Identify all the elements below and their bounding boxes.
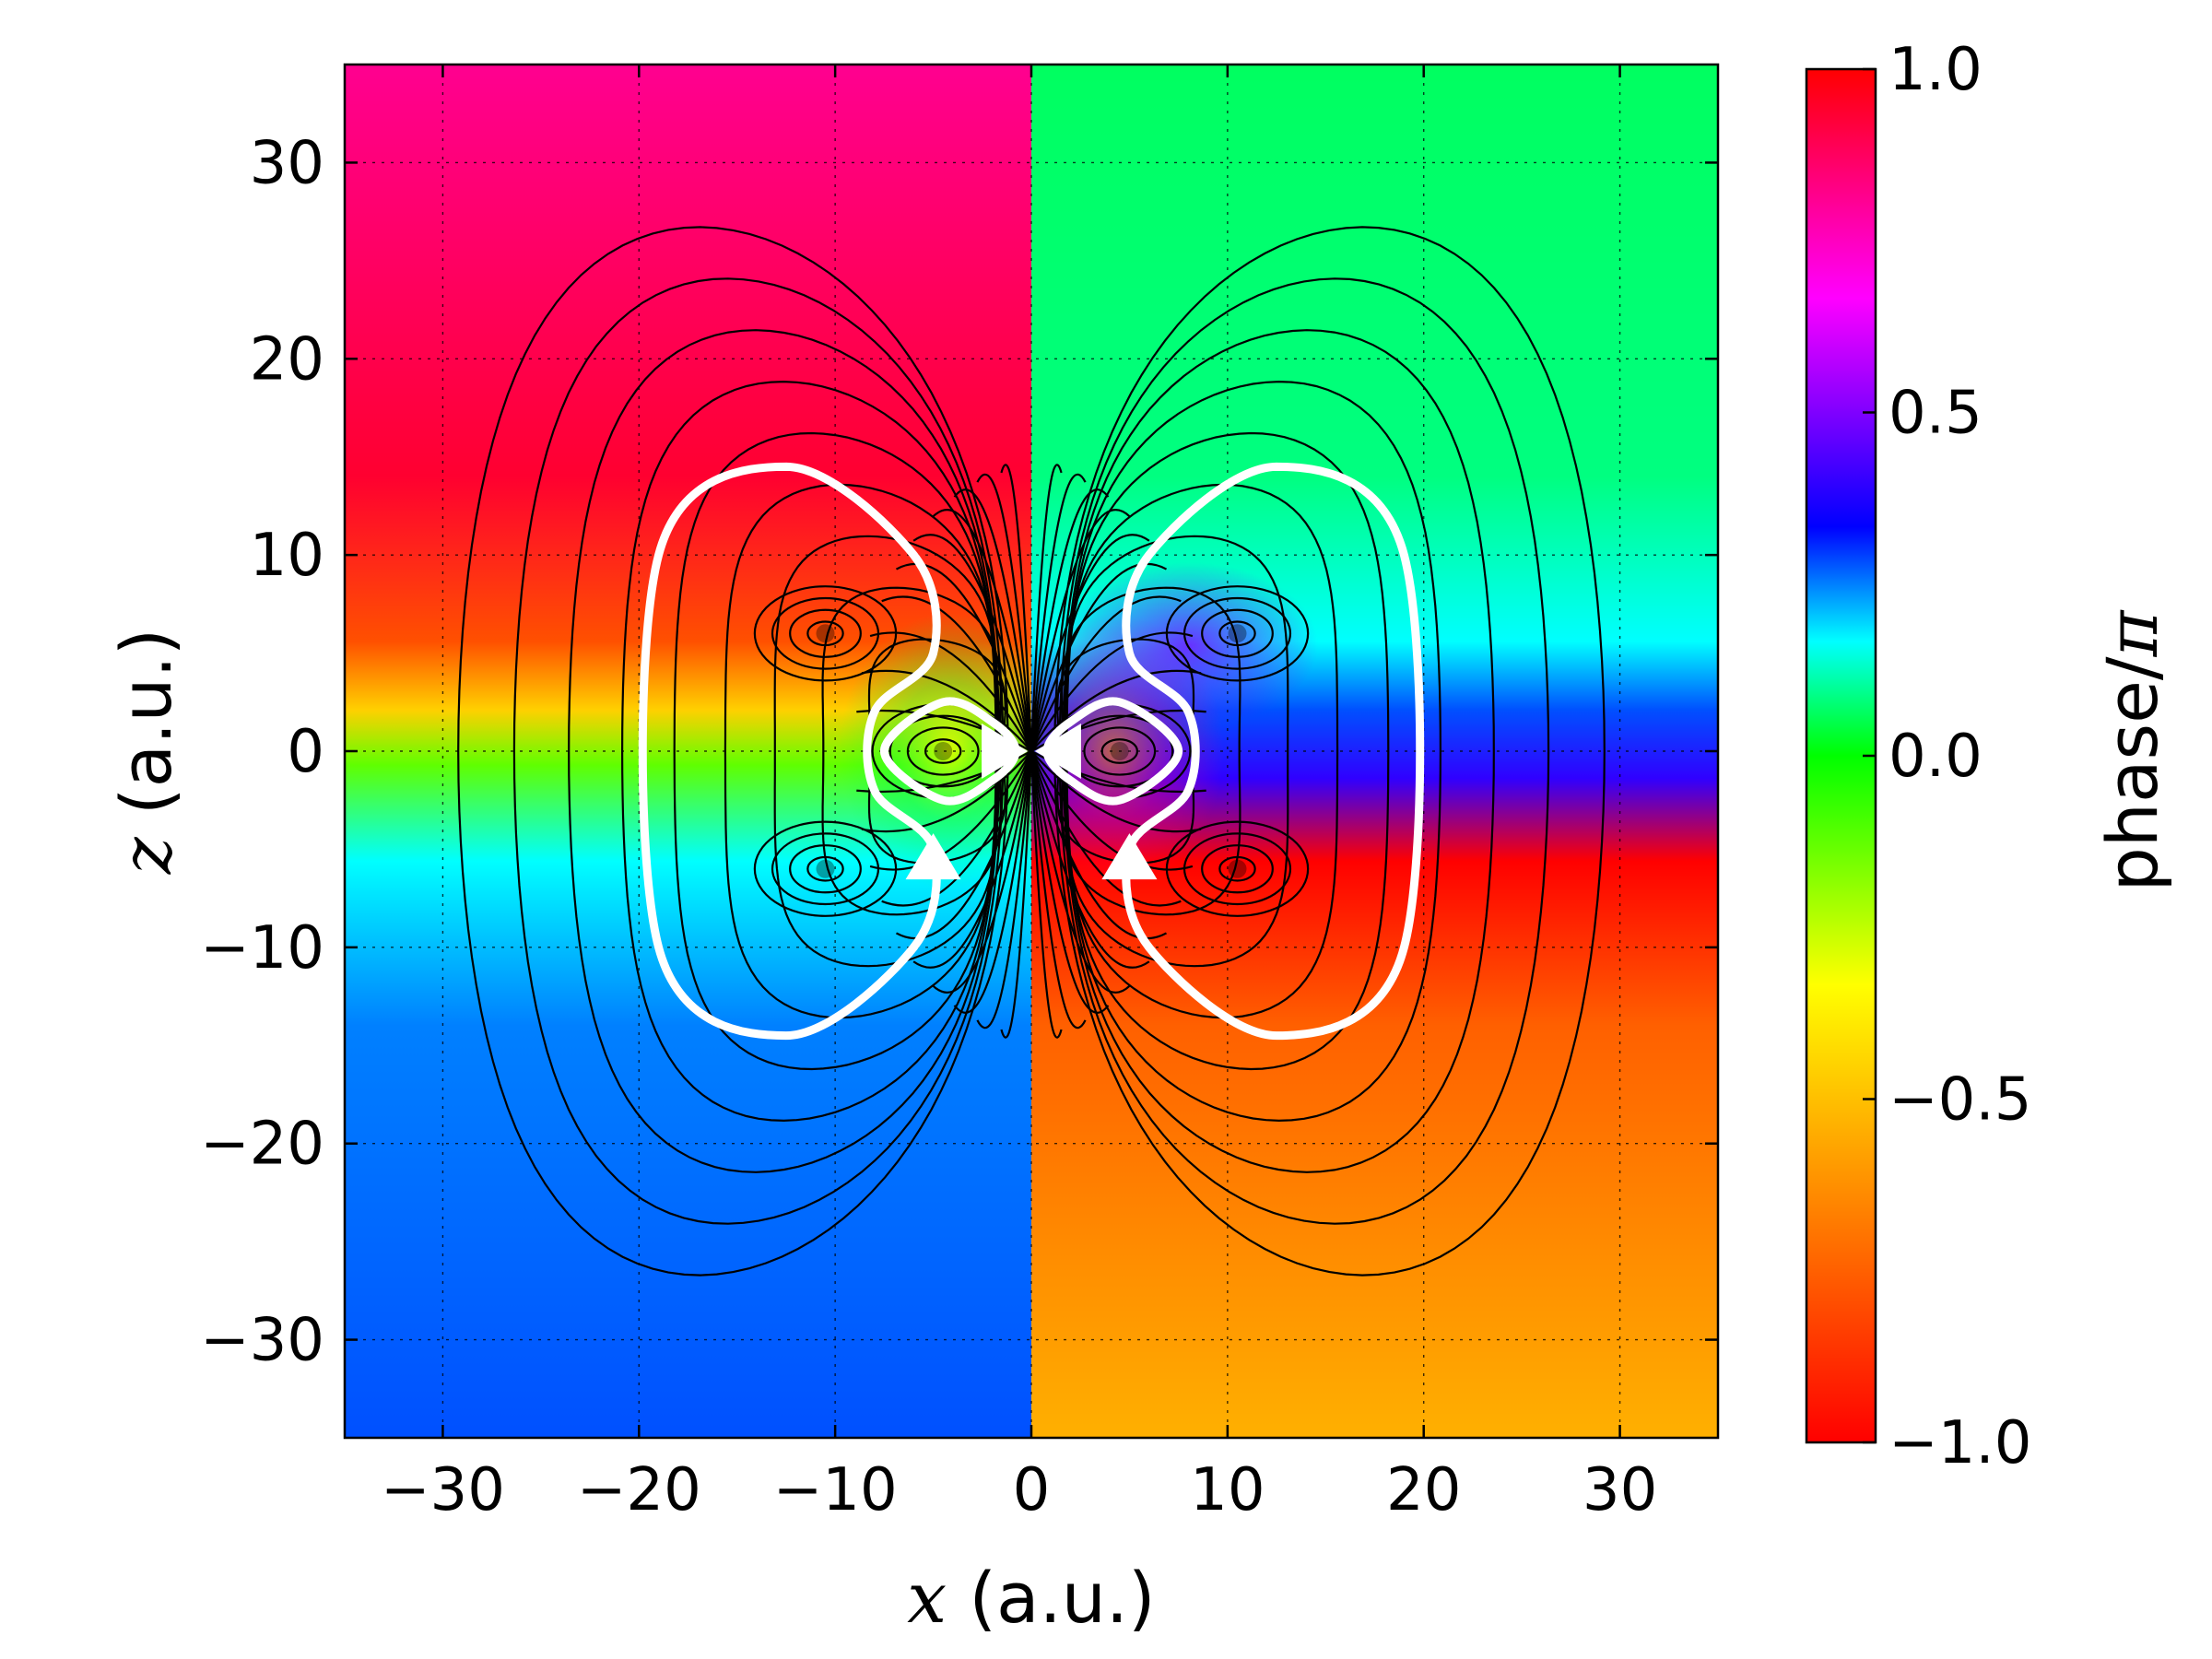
y-tick-label: 10	[250, 522, 324, 590]
vortex-contour	[1218, 620, 1256, 647]
fan-contour	[932, 509, 1033, 752]
fan-contour	[1030, 750, 1168, 940]
x-tick-label: −30	[381, 1456, 505, 1524]
colorbar-tick-label: −0.5	[1888, 1066, 2031, 1135]
fan-contour	[1000, 750, 1033, 1039]
fan-contour	[1030, 750, 1202, 833]
vortex-contour	[806, 620, 844, 647]
fan-contour	[1030, 750, 1150, 969]
x-tick-label: 30	[1583, 1456, 1657, 1524]
vortex-contour	[1218, 855, 1256, 882]
vortex-contour	[1201, 844, 1274, 894]
fan-contour	[1030, 509, 1131, 752]
vortex-point	[1228, 624, 1247, 643]
fan-contour	[881, 595, 1033, 752]
fan-contour	[953, 488, 1033, 752]
y-tick-label: 30	[250, 129, 324, 197]
y-tick-label: 20	[250, 325, 324, 394]
fan-contour	[1030, 750, 1110, 1014]
y-axis-ticks: −30 −20 −10 0 10 20 30	[200, 129, 1718, 1375]
streamline-outer-left	[638, 462, 941, 1041]
vortex-point	[816, 859, 835, 878]
flow-arrow	[982, 724, 1029, 779]
x-tick-label: −10	[773, 1456, 898, 1524]
vortex-contour	[789, 608, 862, 658]
y-tick-label: −20	[200, 1111, 324, 1179]
fan-contour	[1030, 750, 1194, 871]
y-tick-label: 0	[287, 718, 324, 786]
fan-contour	[953, 750, 1033, 1014]
colorbar-ticks: −1.0 −0.5 0.0 0.5 1.0	[1863, 36, 2031, 1477]
fan-contour	[1030, 669, 1202, 752]
fan-contour	[1030, 562, 1168, 752]
fan-contour	[912, 534, 1033, 752]
phase-lobe-left	[839, 613, 1060, 889]
fan-contour	[1000, 464, 1033, 752]
fan-contour	[1030, 750, 1087, 1030]
x-tick-label: 0	[1013, 1456, 1051, 1524]
flow-arrow	[905, 833, 961, 880]
vortex-contour	[1201, 608, 1274, 658]
vortex-contour	[789, 844, 862, 894]
colorbar-tick-label: −1.0	[1888, 1409, 2031, 1477]
colorbar-label: phase/π	[2091, 609, 2173, 892]
colorbar-label-text: phase/	[2091, 656, 2173, 891]
colorbar: −1.0 −0.5 0.0 0.5 1.0 phase/π	[1805, 36, 2173, 1477]
x-axis-title: x (a.u.)	[907, 1557, 1155, 1639]
x-axis-unit: (a.u.)	[969, 1557, 1155, 1639]
flow-arrows	[905, 724, 1158, 880]
flow-arrow	[1101, 833, 1158, 880]
fan-contour	[869, 750, 1032, 871]
y-axis-title: z (a.u.)	[105, 629, 187, 876]
streamline-outer-right	[1122, 462, 1425, 1041]
fan-contour	[1030, 464, 1063, 752]
fan-contour	[1030, 631, 1194, 752]
fan-contour	[976, 750, 1033, 1030]
colorbar-label-symbol: π	[2091, 609, 2173, 658]
x-tick-label: −20	[577, 1456, 701, 1524]
fan-contour	[1030, 488, 1110, 752]
grid-lines	[345, 65, 1718, 1438]
y-tick-label: −10	[200, 914, 324, 982]
fan-contour	[976, 473, 1033, 752]
fan-contour	[912, 750, 1033, 969]
colorbar-tick-label: 1.0	[1888, 36, 1983, 104]
x-axis-ticks: −30 −20 −10 0 10 20 30	[381, 65, 1657, 1524]
fan-contour	[869, 631, 1032, 752]
fan-contour	[861, 669, 1032, 752]
flow-arrow	[1034, 724, 1081, 779]
fan-contour	[1030, 473, 1087, 752]
y-axis-symbol: z	[105, 836, 187, 875]
fan-contour	[895, 750, 1033, 940]
vortex-point	[1110, 742, 1129, 760]
colorbar-tick-label: 0.0	[1888, 723, 1983, 791]
x-tick-label: 20	[1386, 1456, 1461, 1524]
fan-contour	[1030, 750, 1063, 1039]
x-axis-symbol: x	[907, 1557, 947, 1639]
fan-contour	[895, 562, 1033, 752]
vortex-point	[934, 742, 953, 760]
fan-contour	[1030, 595, 1182, 752]
vortex-point	[1228, 859, 1247, 878]
fan-contour	[861, 750, 1032, 833]
vortex-point	[816, 624, 835, 643]
colorbar-tick-label: 0.5	[1888, 380, 1983, 448]
y-tick-label: −30	[200, 1307, 324, 1375]
fan-contour	[1030, 534, 1150, 752]
vortex-markers	[816, 624, 1247, 878]
fan-contour	[932, 750, 1033, 994]
vortex-contour	[806, 855, 844, 882]
fan-contour	[1030, 750, 1131, 994]
y-axis-unit: (a.u.)	[105, 629, 187, 815]
x-tick-label: 10	[1190, 1456, 1265, 1524]
